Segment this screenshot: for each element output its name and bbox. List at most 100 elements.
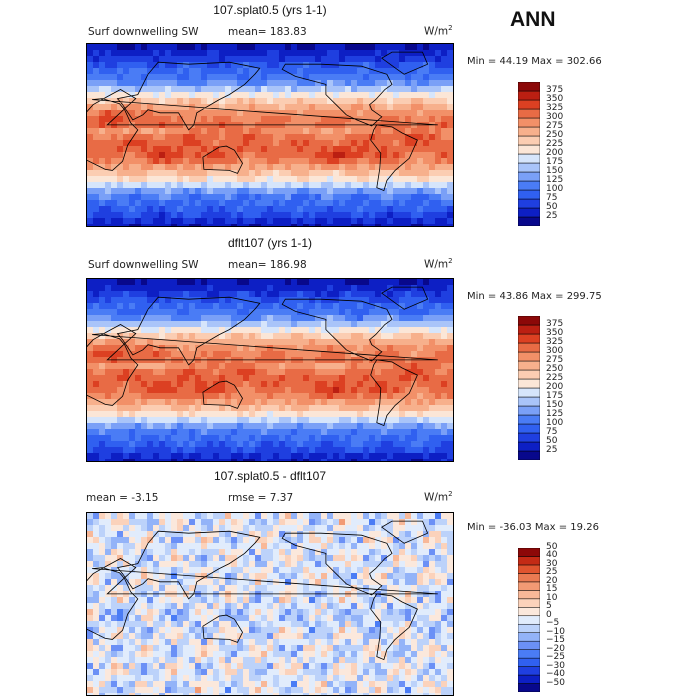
map-cell: [129, 519, 135, 525]
map-cell: [441, 549, 447, 555]
map-cell: [387, 140, 393, 146]
map-cell: [447, 363, 453, 369]
map-cell: [441, 399, 447, 405]
map-cell: [231, 411, 237, 417]
map-cell: [99, 339, 105, 345]
map-cell: [327, 86, 333, 92]
map-cell: [441, 357, 447, 363]
map-cell: [423, 104, 429, 110]
coastline: [87, 51, 438, 192]
map-cell: [105, 297, 111, 303]
map-cell: [405, 224, 411, 226]
map-cell: [321, 345, 327, 351]
map-cell: [135, 206, 141, 212]
map-cell: [189, 116, 195, 122]
map-cell: [171, 128, 177, 134]
map-cell: [423, 333, 429, 339]
map-cell: [171, 375, 177, 381]
map-cell: [375, 92, 381, 98]
map-cell: [339, 537, 345, 543]
map-cell: [165, 543, 171, 549]
map-cell: [381, 369, 387, 375]
map-cell: [339, 387, 345, 393]
map-cell: [243, 86, 249, 92]
map-cell: [159, 543, 165, 549]
map-cell: [435, 399, 441, 405]
map-cell: [207, 146, 213, 152]
map-cell: [219, 339, 225, 345]
map-cell: [129, 224, 135, 226]
map-cell: [429, 182, 435, 188]
map-cell: [291, 579, 297, 585]
map-cell: [117, 309, 123, 315]
map-cell: [111, 74, 117, 80]
map-cell: [297, 453, 303, 459]
map-cell: [405, 579, 411, 585]
map-cell: [417, 158, 423, 164]
panel-1-variable-label: Surf downwelling SW: [88, 26, 199, 38]
map-cell: [93, 116, 99, 122]
map-cell: [249, 615, 255, 621]
map-cell: [393, 447, 399, 453]
map-cell: [153, 555, 159, 561]
map-cell: [87, 603, 93, 609]
map-cell: [171, 200, 177, 206]
map-cell: [405, 327, 411, 333]
map-cell: [273, 609, 279, 615]
map-cell: [369, 128, 375, 134]
map-cell: [381, 176, 387, 182]
map-cell: [399, 537, 405, 543]
map-cell: [273, 74, 279, 80]
map-cell: [417, 291, 423, 297]
map-cell: [267, 104, 273, 110]
map-cell: [315, 194, 321, 200]
map-cell: [351, 333, 357, 339]
map-cell: [207, 104, 213, 110]
map-cell: [363, 387, 369, 393]
map-cell: [201, 567, 207, 573]
map-cell: [267, 146, 273, 152]
map-cell: [165, 152, 171, 158]
map-cell: [345, 459, 351, 461]
colorbar-swatch: [518, 135, 540, 146]
map-cell: [369, 158, 375, 164]
map-cell: [321, 339, 327, 345]
map-cell: [291, 573, 297, 579]
map-cell: [141, 555, 147, 561]
map-cell: [135, 351, 141, 357]
map-cell: [87, 224, 93, 226]
map-cell: [147, 74, 153, 80]
map-cell: [333, 579, 339, 585]
map-cell: [315, 206, 321, 212]
map-cell: [273, 44, 279, 50]
map-cell: [303, 188, 309, 194]
map-cell: [111, 561, 117, 567]
map-cell: [321, 405, 327, 411]
map-cell: [213, 579, 219, 585]
map-cell: [159, 621, 165, 627]
map-cell: [213, 447, 219, 453]
map-cell: [159, 218, 165, 224]
map-cell: [255, 188, 261, 194]
map-cell: [369, 387, 375, 393]
map-cell: [177, 285, 183, 291]
map-cell: [285, 309, 291, 315]
map-cell: [399, 363, 405, 369]
map-cell: [171, 327, 177, 333]
map-cell: [267, 387, 273, 393]
map-cell: [333, 453, 339, 459]
map-cell: [279, 68, 285, 74]
map-cell: [309, 519, 315, 525]
map-cell: [231, 86, 237, 92]
map-cell: [345, 537, 351, 543]
map-cell: [285, 303, 291, 309]
map-cell: [345, 279, 351, 285]
map-cell: [93, 128, 99, 134]
map-cell: [315, 146, 321, 152]
map-cell: [93, 417, 99, 423]
map-cell: [243, 405, 249, 411]
map-cell: [447, 567, 453, 573]
map-cell: [291, 152, 297, 158]
map-cell: [219, 423, 225, 429]
map-cell: [183, 453, 189, 459]
